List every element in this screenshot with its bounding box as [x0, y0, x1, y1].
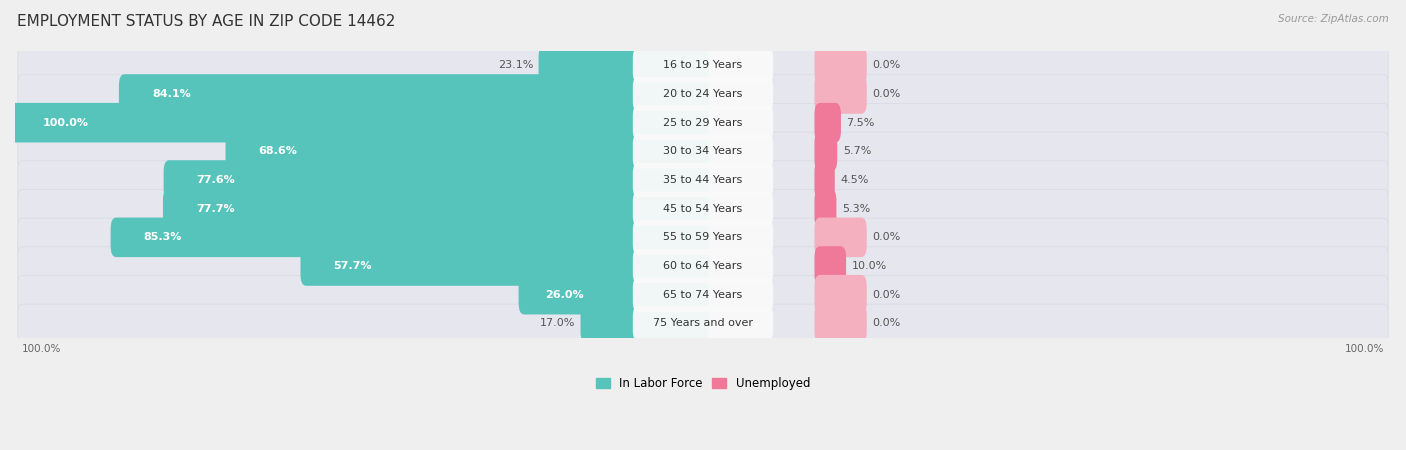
FancyBboxPatch shape: [163, 189, 709, 229]
Text: 100.0%: 100.0%: [22, 344, 62, 354]
Text: 16 to 19 Years: 16 to 19 Years: [664, 60, 742, 70]
FancyBboxPatch shape: [814, 131, 837, 171]
Text: 100.0%: 100.0%: [1344, 344, 1384, 354]
FancyBboxPatch shape: [633, 278, 773, 312]
Text: 20 to 24 Years: 20 to 24 Years: [664, 89, 742, 99]
FancyBboxPatch shape: [18, 132, 1388, 171]
Text: 68.6%: 68.6%: [259, 146, 298, 156]
Text: 17.0%: 17.0%: [540, 318, 575, 328]
FancyBboxPatch shape: [18, 304, 1388, 342]
Text: 55 to 59 Years: 55 to 59 Years: [664, 232, 742, 243]
Text: 0.0%: 0.0%: [872, 290, 900, 300]
FancyBboxPatch shape: [301, 246, 709, 286]
FancyBboxPatch shape: [814, 160, 835, 200]
FancyBboxPatch shape: [814, 103, 841, 143]
Text: 77.6%: 77.6%: [197, 175, 235, 185]
FancyBboxPatch shape: [18, 247, 1388, 285]
Text: 5.7%: 5.7%: [842, 146, 872, 156]
FancyBboxPatch shape: [814, 45, 866, 85]
FancyBboxPatch shape: [633, 134, 773, 168]
Text: 85.3%: 85.3%: [143, 232, 181, 243]
FancyBboxPatch shape: [633, 192, 773, 226]
Text: 0.0%: 0.0%: [872, 60, 900, 70]
FancyBboxPatch shape: [10, 103, 709, 143]
FancyBboxPatch shape: [814, 189, 837, 229]
FancyBboxPatch shape: [120, 74, 709, 114]
FancyBboxPatch shape: [814, 304, 866, 343]
Text: 45 to 54 Years: 45 to 54 Years: [664, 204, 742, 214]
Text: 60 to 64 Years: 60 to 64 Years: [664, 261, 742, 271]
FancyBboxPatch shape: [163, 160, 709, 200]
Text: 25 to 29 Years: 25 to 29 Years: [664, 117, 742, 128]
FancyBboxPatch shape: [519, 275, 709, 315]
FancyBboxPatch shape: [111, 217, 709, 257]
Text: 30 to 34 Years: 30 to 34 Years: [664, 146, 742, 156]
Text: 84.1%: 84.1%: [152, 89, 191, 99]
FancyBboxPatch shape: [814, 246, 846, 286]
FancyBboxPatch shape: [814, 217, 866, 257]
FancyBboxPatch shape: [18, 104, 1388, 142]
FancyBboxPatch shape: [633, 220, 773, 254]
FancyBboxPatch shape: [814, 275, 866, 315]
FancyBboxPatch shape: [225, 131, 709, 171]
Text: Source: ZipAtlas.com: Source: ZipAtlas.com: [1278, 14, 1389, 23]
FancyBboxPatch shape: [633, 249, 773, 283]
Text: 5.3%: 5.3%: [842, 204, 870, 214]
FancyBboxPatch shape: [18, 218, 1388, 256]
FancyBboxPatch shape: [538, 45, 709, 85]
FancyBboxPatch shape: [633, 48, 773, 82]
FancyBboxPatch shape: [18, 161, 1388, 199]
Text: 35 to 44 Years: 35 to 44 Years: [664, 175, 742, 185]
Text: 0.0%: 0.0%: [872, 89, 900, 99]
Text: 4.5%: 4.5%: [841, 175, 869, 185]
Legend: In Labor Force, Unemployed: In Labor Force, Unemployed: [591, 373, 815, 395]
Text: 100.0%: 100.0%: [42, 117, 89, 128]
FancyBboxPatch shape: [633, 306, 773, 341]
FancyBboxPatch shape: [18, 46, 1388, 85]
Text: 0.0%: 0.0%: [872, 232, 900, 243]
Text: 7.5%: 7.5%: [846, 117, 875, 128]
Text: 10.0%: 10.0%: [852, 261, 887, 271]
Text: 65 to 74 Years: 65 to 74 Years: [664, 290, 742, 300]
FancyBboxPatch shape: [633, 77, 773, 111]
Text: 75 Years and over: 75 Years and over: [652, 318, 754, 328]
Text: 23.1%: 23.1%: [498, 60, 533, 70]
Text: 57.7%: 57.7%: [333, 261, 373, 271]
FancyBboxPatch shape: [633, 106, 773, 140]
Text: 26.0%: 26.0%: [544, 290, 583, 300]
Text: 77.7%: 77.7%: [195, 204, 235, 214]
FancyBboxPatch shape: [18, 275, 1388, 314]
FancyBboxPatch shape: [581, 304, 709, 343]
Text: 0.0%: 0.0%: [872, 318, 900, 328]
FancyBboxPatch shape: [814, 74, 866, 114]
FancyBboxPatch shape: [18, 75, 1388, 113]
FancyBboxPatch shape: [18, 189, 1388, 228]
Text: EMPLOYMENT STATUS BY AGE IN ZIP CODE 14462: EMPLOYMENT STATUS BY AGE IN ZIP CODE 144…: [17, 14, 395, 28]
FancyBboxPatch shape: [633, 163, 773, 197]
